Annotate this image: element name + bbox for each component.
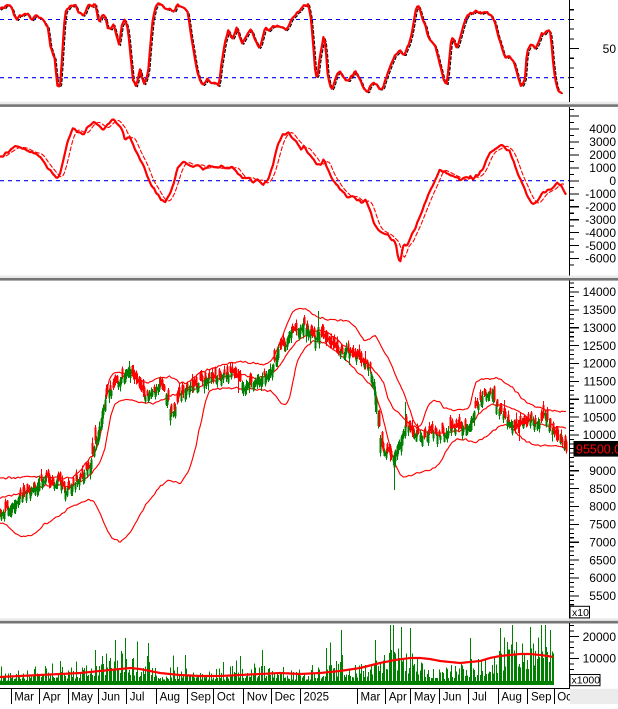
svg-text:-3000: -3000 — [585, 213, 616, 227]
svg-text:2025: 2025 — [304, 691, 330, 703]
svg-text:Nov: Nov — [247, 691, 268, 703]
svg-text:Dec: Dec — [275, 691, 296, 703]
svg-text:12000: 12000 — [583, 357, 617, 371]
svg-text:-5000: -5000 — [585, 239, 616, 253]
svg-text:10500: 10500 — [583, 410, 617, 424]
svg-text:5500: 5500 — [589, 589, 616, 603]
svg-text:Apr: Apr — [43, 691, 61, 703]
svg-text:8000: 8000 — [589, 500, 616, 514]
svg-text:Jul: Jul — [130, 691, 145, 703]
svg-text:6500: 6500 — [589, 553, 616, 567]
svg-text:Mar: Mar — [361, 691, 381, 703]
svg-text:Sep: Sep — [190, 691, 210, 703]
svg-text:-6000: -6000 — [585, 252, 616, 266]
svg-text:13500: 13500 — [583, 303, 617, 317]
svg-text:May: May — [414, 691, 436, 703]
svg-text:7000: 7000 — [589, 535, 616, 549]
svg-text:13000: 13000 — [583, 321, 617, 335]
svg-text:Sep: Sep — [531, 691, 551, 703]
svg-text:-2000: -2000 — [585, 200, 616, 214]
svg-text:Jul: Jul — [472, 691, 487, 703]
svg-text:3000: 3000 — [589, 135, 616, 149]
svg-text:0: 0 — [609, 174, 616, 188]
svg-text:11000: 11000 — [584, 392, 617, 406]
svg-text:Jun: Jun — [102, 691, 121, 703]
svg-text:Aug: Aug — [501, 691, 521, 703]
svg-text:6000: 6000 — [589, 571, 616, 585]
svg-text:4000: 4000 — [589, 122, 616, 136]
svg-text:14000: 14000 — [583, 285, 617, 299]
svg-text:12500: 12500 — [583, 339, 617, 353]
svg-text:10000: 10000 — [583, 652, 617, 666]
svg-text:50: 50 — [603, 42, 617, 56]
svg-text:Apr: Apr — [389, 691, 407, 703]
svg-text:20000: 20000 — [583, 630, 617, 644]
svg-text:Aug: Aug — [160, 691, 180, 703]
svg-text:May: May — [71, 691, 93, 703]
svg-text:Oct: Oct — [217, 691, 236, 703]
svg-text:10000: 10000 — [583, 428, 617, 442]
svg-text:-1000: -1000 — [585, 187, 616, 201]
svg-text:2000: 2000 — [589, 148, 616, 162]
svg-text:11500: 11500 — [584, 375, 617, 389]
svg-text:7500: 7500 — [589, 518, 616, 532]
svg-text:9000: 9000 — [589, 464, 616, 478]
svg-text:Mar: Mar — [14, 691, 34, 703]
svg-text:x1000: x1000 — [572, 675, 601, 687]
svg-text:1000: 1000 — [589, 161, 616, 175]
svg-text:95500.00: 95500.00 — [576, 443, 618, 457]
svg-text:-4000: -4000 — [585, 226, 616, 240]
svg-text:x10: x10 — [572, 607, 589, 619]
svg-text:8500: 8500 — [589, 482, 616, 496]
svg-text:Jun: Jun — [443, 691, 462, 703]
